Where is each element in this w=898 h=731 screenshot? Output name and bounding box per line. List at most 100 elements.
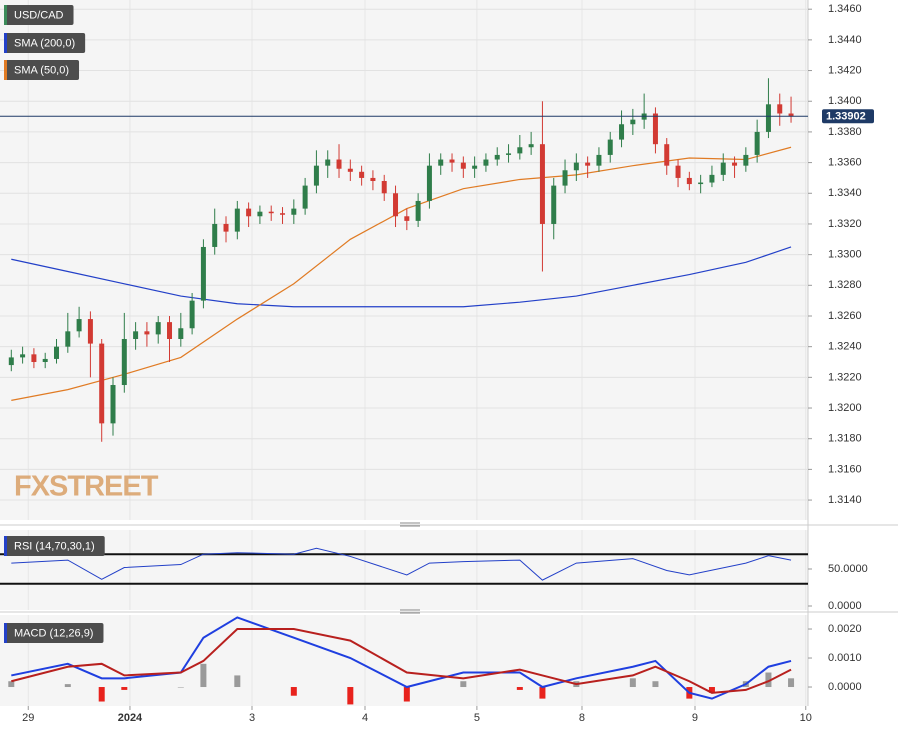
- candle-body: [426, 165, 432, 201]
- candle-body: [291, 208, 297, 215]
- candle-body: [167, 322, 173, 339]
- candle-body: [517, 147, 523, 154]
- histogram-bar: [788, 678, 795, 688]
- histogram-bar: [347, 687, 354, 705]
- histogram-bar: [290, 687, 297, 696]
- y-tick-label: 1.3200: [828, 402, 862, 414]
- candle-body: [652, 113, 658, 145]
- candle-body: [200, 246, 206, 301]
- candle-body: [381, 181, 387, 194]
- y-tick-label: 1.3460: [828, 3, 862, 15]
- last-price-box: [822, 109, 874, 124]
- y-tick-label: 1.3280: [828, 279, 862, 291]
- candle-body: [754, 131, 760, 155]
- y-tick-label: 1.3320: [828, 218, 862, 230]
- candle-body: [720, 162, 726, 175]
- histogram-bar: [629, 678, 636, 688]
- legend-swatch: [4, 33, 7, 53]
- candle-body: [223, 223, 229, 232]
- rsi-panel: [0, 530, 808, 610]
- candle-body: [415, 200, 421, 221]
- legend-item: USD/CAD: [4, 5, 74, 25]
- candle-body: [562, 170, 568, 186]
- candle-body: [393, 193, 399, 217]
- candle-body: [212, 223, 218, 247]
- candle-body: [54, 346, 60, 359]
- y-tick-label: 1.3420: [828, 64, 862, 76]
- histogram-bar: [8, 681, 15, 688]
- candle-body: [246, 208, 252, 217]
- legend-item: RSI (14,70,30,1): [4, 536, 105, 556]
- legend-swatch: [4, 536, 7, 556]
- candle-body: [280, 213, 286, 215]
- candle-body: [438, 159, 444, 166]
- candle-body: [155, 322, 161, 335]
- candle-body: [675, 165, 681, 178]
- histogram-bar: [200, 663, 207, 688]
- candle-body: [87, 319, 93, 344]
- x-tick-label: 3: [249, 712, 255, 724]
- histogram-bar: [539, 687, 546, 699]
- candle-body: [76, 319, 82, 332]
- macd-line: [11, 616, 792, 700]
- x-tick-label: 9: [692, 712, 698, 724]
- legend-label: SMA (50,0): [14, 64, 69, 76]
- candle-body: [449, 159, 455, 163]
- candle-body: [528, 144, 534, 148]
- legend-label: SMA (200,0): [14, 37, 75, 49]
- candle-body: [551, 185, 557, 224]
- legend-label: USD/CAD: [14, 9, 64, 21]
- legend-box: [4, 5, 74, 25]
- price-panel: [0, 0, 808, 520]
- candle-body: [664, 144, 670, 166]
- last-price-label: 1.33902: [826, 111, 866, 123]
- histogram-bar: [121, 687, 128, 690]
- y-tick-label: 1.3340: [828, 187, 862, 199]
- candle-body: [404, 216, 410, 221]
- rsi-line: [11, 547, 792, 581]
- y-tick-label: 1.3360: [828, 157, 862, 169]
- candle-body: [110, 385, 116, 424]
- candle-body: [619, 124, 625, 140]
- candle-body: [494, 154, 500, 160]
- candle-body: [65, 331, 71, 347]
- candle-body: [313, 165, 319, 186]
- legend-swatch: [4, 60, 7, 80]
- candle-body: [189, 300, 195, 329]
- legend-box: [4, 33, 86, 53]
- candle-body: [483, 159, 489, 166]
- histogram-bar: [98, 687, 105, 702]
- histogram-bar: [234, 675, 241, 688]
- legend-item: SMA (200,0): [4, 33, 86, 53]
- candle-body: [777, 104, 783, 114]
- y-tick-label: 0.0010: [828, 652, 862, 664]
- legend-box: [4, 536, 105, 556]
- candle-body: [472, 165, 478, 169]
- candle-body: [42, 358, 48, 363]
- signal-line: [11, 628, 792, 694]
- candle-body: [359, 171, 365, 178]
- candle-body: [630, 119, 636, 125]
- sma-line: [11, 246, 792, 308]
- x-tick-label: 10: [800, 712, 812, 724]
- y-tick-label: 0.0000: [828, 681, 862, 693]
- candle-body: [99, 343, 105, 424]
- x-tick-label: 4: [362, 712, 368, 724]
- sma-line: [11, 146, 792, 401]
- resize-grip[interactable]: [400, 522, 420, 614]
- histogram-bar: [64, 684, 71, 688]
- candle-body: [709, 174, 715, 183]
- panel-label: RSI (14,70,30,1): [14, 540, 95, 552]
- candle-body: [234, 208, 240, 232]
- candle-body: [698, 182, 704, 185]
- candle-body: [133, 331, 139, 339]
- histogram-bar: [403, 687, 410, 702]
- y-tick-label: 50.0000: [828, 563, 868, 575]
- legend-swatch: [4, 623, 7, 643]
- watermark: FXSTREET: [14, 471, 159, 503]
- candle-body: [370, 177, 376, 182]
- candle-body: [573, 162, 579, 171]
- y-tick-label: 1.3440: [828, 34, 862, 46]
- y-tick-label: 1.3380: [828, 126, 862, 138]
